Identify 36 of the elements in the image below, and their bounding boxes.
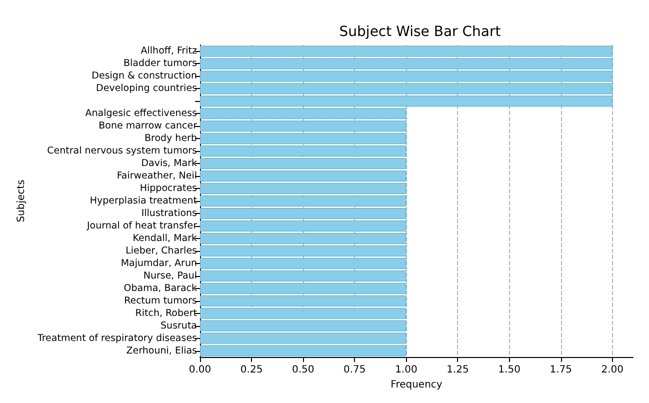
y-tick-label: Treatment of respiratory diseases [36, 332, 198, 344]
x-tick-label: 1.25 [446, 364, 469, 376]
y-tick-label: Fairweather, Neil [116, 170, 197, 182]
x-tick-label: 1.50 [498, 364, 520, 376]
y-axis-title: Subjects [16, 180, 28, 222]
y-tick-label: Kendall, Mark [132, 232, 198, 244]
y-tick-label: Bone marrow cancer [98, 120, 198, 132]
y-tick-label: Zerhouni, Elias [126, 345, 198, 356]
y-tick-label: Illustrations [141, 208, 198, 219]
y-tick-label: Developing countries [96, 83, 198, 94]
y-tick-label: Allhoff, Fritz [140, 46, 198, 57]
x-axis-title: Frequency [390, 379, 442, 390]
x-tick-label: 1.00 [395, 364, 418, 376]
y-tick-label: Hippocrates [140, 183, 198, 194]
y-tick-label: Bladder tumors [124, 58, 198, 70]
y-tick-label: Brody herb [144, 133, 197, 144]
y-tick-label: Central nervous system tumors [47, 146, 198, 157]
y-tick-label: Analgesic effectiveness [85, 108, 198, 120]
x-tick-label: 0.50 [292, 364, 314, 376]
y-tick-label: Ritch, Robert [135, 308, 198, 319]
x-tick-label: 0.25 [240, 364, 263, 376]
chart-title: Subject Wise Bar Chart [339, 24, 502, 40]
y-tick-label: Davis, Mark [141, 158, 198, 170]
x-tick-label: 1.75 [550, 364, 572, 376]
x-tick-label: 0.75 [344, 364, 366, 376]
x-tick-label: 2.00 [601, 364, 624, 376]
x-tick-label: 0.00 [188, 364, 212, 376]
y-tick-label: Obama, Barack [124, 282, 198, 294]
y-tick-label: Hyperplasia treatment [90, 196, 198, 206]
y-tick-label: Journal of heat transfer [86, 220, 198, 232]
y-tick-label: Susruta [160, 320, 197, 332]
y-tick-label: Lieber, Charles [126, 245, 198, 256]
y-tick-label: Majumdar, Arun [120, 258, 197, 269]
y-tick-label: Nurse, Paul [143, 270, 197, 282]
y-tick-label: Design & construction [92, 70, 197, 82]
y-tick-label: Rectum tumors [124, 295, 198, 306]
